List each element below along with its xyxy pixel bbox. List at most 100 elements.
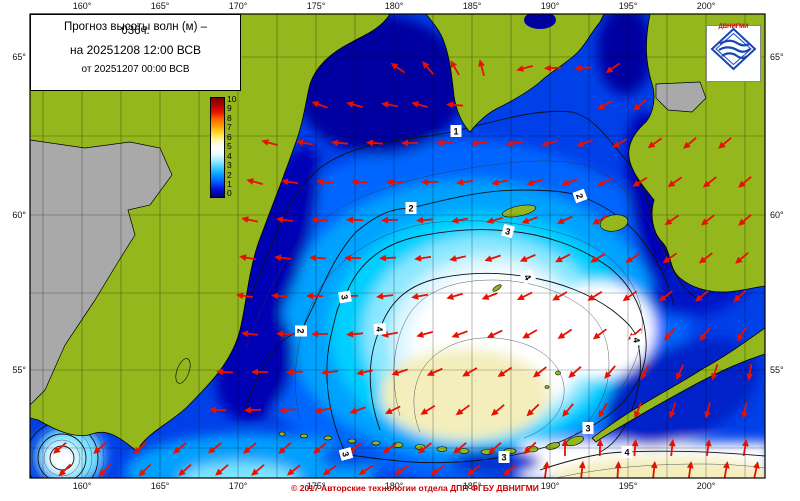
wave-direction-arrow (503, 464, 517, 476)
wave-direction-arrow (456, 178, 474, 186)
wave-direction-arrow (578, 461, 586, 478)
wave-direction-arrow (555, 253, 571, 263)
wave-direction-arrow (478, 59, 485, 76)
lat-label: 55° (12, 365, 26, 375)
svg-text:3: 3 (501, 453, 506, 463)
wave-direction-arrow (669, 402, 677, 419)
wave-direction-arrow (663, 327, 677, 341)
wave-direction-arrow (311, 330, 329, 338)
wave-direction-arrow (314, 407, 332, 414)
wave-direction-arrow (497, 366, 513, 378)
lon-label: 200° (697, 481, 716, 491)
wave-direction-arrow (366, 139, 384, 147)
wave-direction-arrow (486, 329, 503, 338)
wave-direction-arrow (430, 464, 446, 476)
norton-sound-gray (655, 81, 707, 113)
wave-direction-arrow (417, 442, 432, 454)
map-frame (29, 13, 766, 479)
wave-direction-arrow (704, 402, 711, 419)
wave-direction-arrow (711, 364, 719, 381)
aleutian-islands (278, 431, 584, 455)
contour-label: 3 (338, 447, 354, 461)
svg-text:2: 2 (296, 328, 306, 333)
wave-direction-arrow (449, 255, 466, 262)
wave-direction-arrow (718, 137, 732, 149)
wave-direction-arrow (426, 367, 443, 376)
wave-direction-arrow (311, 216, 329, 224)
wave-direction-arrow (562, 403, 574, 417)
wave-direction-arrow (243, 442, 257, 454)
forecast-init-time: от 20251207 00:00 ВСВ (81, 64, 190, 75)
dvnigmi-logo: ДВНИГМИ (706, 24, 761, 82)
svg-text:4: 4 (631, 337, 642, 344)
wave-direction-arrow (401, 139, 418, 147)
wave-direction-arrow (647, 137, 663, 149)
st-matthew-island (492, 284, 502, 292)
wave-direction-arrow (138, 463, 152, 477)
wave-direction-arrow (411, 292, 429, 300)
wave-direction-arrow (316, 178, 334, 186)
wave-direction-arrow (455, 404, 471, 416)
wave-direction-arrow (271, 292, 289, 300)
wave-direction-arrow (390, 62, 406, 74)
wave-direction-arrow (541, 140, 558, 147)
wave-direction-arrow (698, 252, 713, 264)
wave-direction-arrow (481, 292, 498, 300)
wave-direction-arrow (702, 176, 717, 188)
wave-direction-arrow (735, 252, 749, 264)
colorbar-tick: 5 (227, 141, 232, 152)
copyright-line: © 2017 Авторские технологии отдела ДПП Ф… (291, 483, 539, 493)
wave-direction-arrow (522, 329, 538, 339)
wave-direction-arrow (209, 406, 227, 414)
wave-direction-arrow (597, 177, 613, 187)
wave-direction-arrow (683, 137, 697, 149)
colorbar-tick: 4 (227, 150, 232, 161)
wave-direction-arrow (379, 254, 397, 262)
svg-text:4: 4 (374, 326, 384, 332)
wave-direction-arrow (261, 139, 278, 146)
wave-direction-arrow (746, 363, 754, 381)
wave-direction-arrow (695, 290, 709, 302)
wave-height-shading (36, 14, 765, 478)
svg-text:3: 3 (504, 226, 511, 237)
lon-label: 185° (463, 481, 482, 491)
st-lawrence-island (502, 204, 536, 218)
svg-text:3: 3 (585, 424, 590, 434)
wave-direction-arrow (411, 101, 428, 108)
half-meter-contours (30, 160, 765, 478)
wave-direction-arrow (568, 365, 582, 379)
colorbar-tick: 10 (227, 94, 237, 104)
wave-direction-arrow (741, 401, 749, 419)
wave-direction-arrow (686, 461, 694, 478)
wave-direction-arrow (331, 139, 349, 147)
svg-text:3: 3 (339, 294, 350, 301)
wave-direction-arrow (737, 326, 748, 342)
wave-direction-arrow (274, 254, 292, 262)
wave-direction-arrow (215, 464, 229, 476)
contour-value-labels: 1 2 2 2 3 3 3 3 3 4 4 4 4 (295, 125, 644, 463)
wave-direction-arrow (53, 442, 67, 454)
lon-label: 195° (619, 481, 638, 491)
wave-direction-arrow (592, 215, 608, 225)
wave-direction-arrow (699, 327, 711, 342)
wave-direction-arrow (356, 369, 374, 376)
wave-direction-arrow (471, 139, 489, 147)
wave-direction-arrow (133, 441, 147, 455)
lat-label: 65° (770, 52, 784, 62)
wave-direction-arrow (484, 254, 501, 262)
land-west (30, 14, 391, 453)
wave-direction-arrow (276, 330, 294, 338)
wave-direction-arrow (631, 439, 639, 457)
wave-direction-arrow (451, 330, 468, 338)
svg-text:1: 1 (453, 127, 458, 137)
contour-label: 3 (498, 451, 510, 463)
wave-direction-arrow (561, 439, 569, 456)
wave-direction-arrow (451, 216, 469, 224)
wave-direction-arrow (278, 441, 292, 455)
wave-direction-arrow (251, 464, 265, 476)
colorbar-gradient (210, 97, 225, 198)
wave-height-colorbar: 10 9 8 7 6 5 4 3 2 1 0 (210, 94, 237, 198)
wave-direction-arrow (590, 253, 606, 263)
wave-direction-arrow (421, 178, 439, 186)
